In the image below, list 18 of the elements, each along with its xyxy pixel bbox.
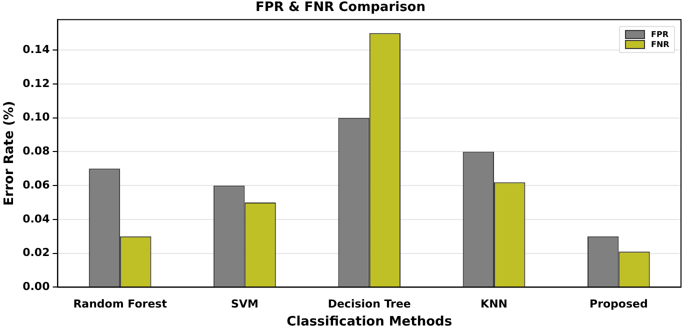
chart-title: FPR & FNR Comparison [256,0,426,16]
x-tick-label: KNN [480,298,508,311]
y-tick-label: 0.10 [22,110,50,124]
x-tick-label: Proposed [589,298,648,311]
x-tick-label: SVM [231,298,258,311]
y-axis-title: Error Rate (%) [2,100,18,206]
y-tick-label: 0.08 [22,144,50,158]
legend-label: FPR [651,30,668,39]
x-axis-title: Classification Methods [286,314,452,330]
y-tick-label: 0.14 [22,42,50,56]
legend-label: FNR [651,40,670,49]
y-tick-label: 0.06 [22,178,50,192]
y-tick-label: 0.12 [22,76,50,90]
x-tick-label: Random Forest [73,298,167,311]
x-tick-label: Decision Tree [328,298,411,311]
y-tick-label: 0.04 [22,212,50,226]
y-tick-label: 0.00 [22,280,50,294]
y-tick-label: 0.02 [22,246,50,260]
